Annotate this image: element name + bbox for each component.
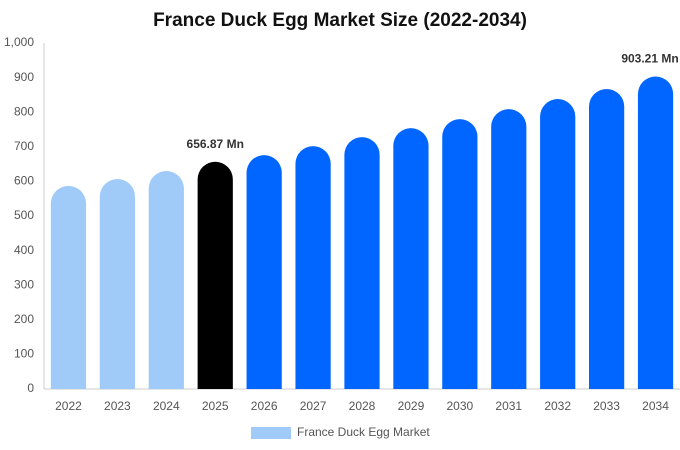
x-tick-label: 2031: [495, 399, 522, 413]
y-tick-label: 500: [14, 208, 34, 222]
y-tick-label: 200: [14, 312, 34, 326]
bar: [99, 178, 135, 389]
y-tick-label: 800: [14, 104, 34, 118]
y-tick-label: 700: [14, 139, 34, 153]
x-tick-label: 2022: [55, 399, 82, 413]
legend-swatch: [251, 427, 291, 439]
chart-title: France Duck Egg Market Size (2022-2034): [153, 10, 527, 31]
x-tick-label: 2034: [642, 399, 669, 413]
x-tick-label: 2023: [104, 399, 131, 413]
bar: [491, 109, 527, 390]
bar: [50, 185, 87, 389]
bar: [344, 137, 380, 389]
bar: [393, 128, 429, 389]
x-tick-label: 2029: [398, 399, 425, 413]
y-tick-label: 600: [14, 174, 34, 188]
bar: [540, 99, 576, 389]
bar: [295, 146, 331, 389]
y-tick-label: 0: [27, 381, 34, 395]
value-label: 656.87 Mn: [187, 137, 244, 151]
bar: [637, 76, 674, 389]
bar: [197, 161, 233, 389]
value-label: 903.21 Mn: [621, 52, 678, 66]
x-tick-label: 2030: [446, 399, 473, 413]
y-tick-label: 900: [14, 70, 34, 84]
bar: [589, 89, 625, 389]
legend-label: France Duck Egg Market: [297, 425, 430, 439]
x-tick-label: 2026: [251, 399, 278, 413]
bar: [246, 155, 282, 389]
bar: [442, 119, 478, 390]
y-tick-label: 1,000: [4, 35, 34, 49]
bar: [148, 171, 184, 389]
x-tick-label: 2024: [153, 399, 180, 413]
x-tick-label: 2033: [593, 399, 620, 413]
x-tick-label: 2025: [202, 399, 229, 413]
x-tick-label: 2032: [544, 399, 571, 413]
x-tick-label: 2027: [300, 399, 327, 413]
y-tick-label: 400: [14, 243, 34, 257]
y-tick-label: 300: [14, 277, 34, 291]
y-tick-label: 100: [14, 347, 34, 361]
x-tick-label: 2028: [349, 399, 376, 413]
